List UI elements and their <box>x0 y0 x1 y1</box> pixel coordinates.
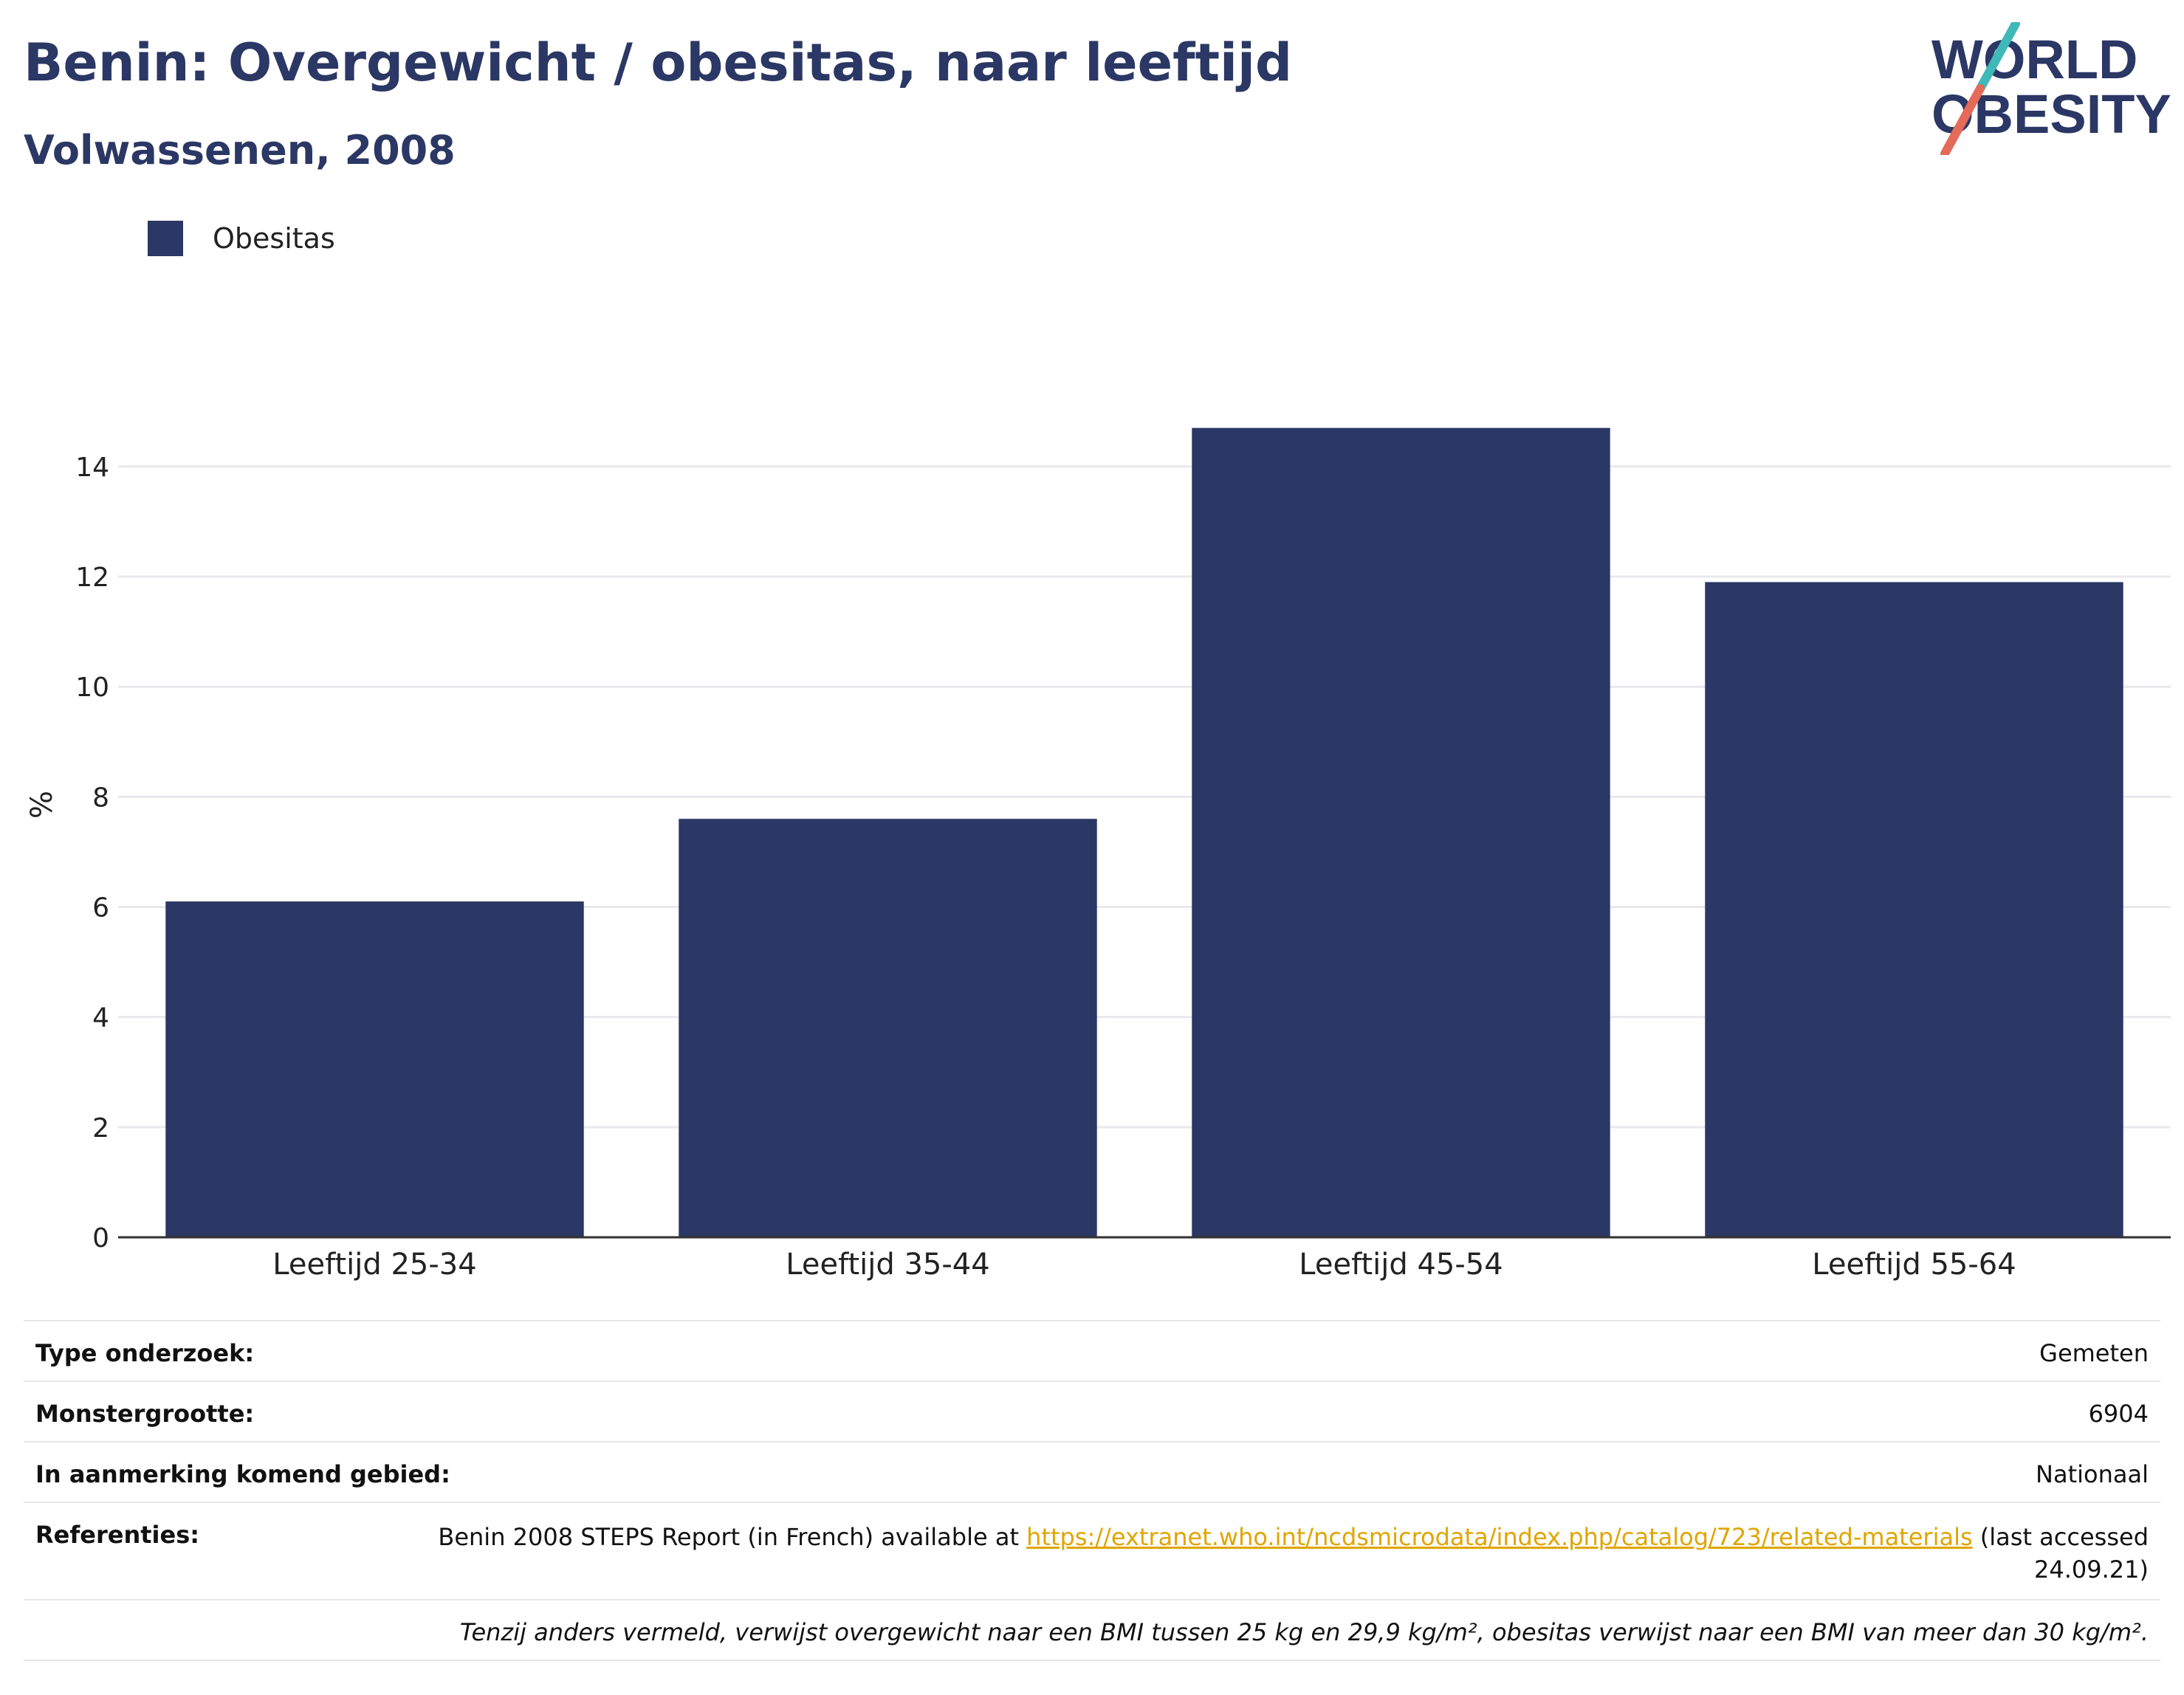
bar-2 <box>679 819 1097 1237</box>
x-tick-label: Leeftijd 55-64 <box>1812 1248 2016 1282</box>
references-link[interactable]: https://extranet.who.int/ncdsmicrodata/i… <box>1026 1523 1973 1551</box>
y-tick-label: 0 <box>92 1223 109 1254</box>
chart-title: Benin: Overgewicht / obesitas, naar leef… <box>24 32 1293 93</box>
info-row-references: Referenties: Benin 2008 STEPS Report (in… <box>24 1502 2160 1599</box>
survey-type-value: Gemeten <box>2039 1339 2149 1367</box>
info-table: Type onderzoek: Gemeten Monstergrootte: … <box>24 1320 2160 1661</box>
survey-type-label: Type onderzoek: <box>35 1339 255 1367</box>
y-tick-label: 12 <box>75 563 109 593</box>
bar-chart: 0 2 4 6 8 10 12 14% Leeftijd 25-34 Leeftijd 35-44… <box>25 427 2171 1282</box>
references-text-before: Benin 2008 STEPS Report (in French) avai… <box>438 1523 1027 1551</box>
world-obesity-logo: WORLD OBESITY <box>1931 22 2171 155</box>
chart-subtitle: Volwassenen, 2008 <box>24 127 456 173</box>
y-axis-label: % <box>25 791 59 819</box>
y-tick-label: 8 <box>92 783 109 813</box>
x-tick-label: Leeftijd 35-44 <box>786 1248 989 1282</box>
info-row-sample-size: Monstergrootte: 6904 <box>24 1381 2160 1441</box>
references-value: Benin 2008 STEPS Report (in French) avai… <box>199 1521 2149 1586</box>
info-row-note: Tenzij anders vermeld, verwijst overgewi… <box>24 1599 2160 1661</box>
references-label: Referenties: <box>35 1521 200 1549</box>
y-tick-label: 2 <box>92 1113 109 1144</box>
x-tick-label: Leeftijd 25-34 <box>272 1248 476 1282</box>
y-tick-label: 6 <box>92 893 109 924</box>
y-tick-label: 10 <box>75 673 109 703</box>
legend-label-obesitas: Obesitas <box>213 222 335 255</box>
x-tick-label: Leeftijd 45-54 <box>1299 1248 1503 1282</box>
area-value: Nationaal <box>2036 1460 2149 1488</box>
y-tick-label: 4 <box>92 1003 109 1034</box>
y-tick-label: 14 <box>75 453 109 483</box>
bmi-definition-note: Tenzij anders vermeld, verwijst overgewi… <box>459 1618 2149 1646</box>
references-text-after: (last accessed 24.09.21) <box>1972 1523 2149 1584</box>
area-label: In aanmerking komend gebied: <box>35 1460 450 1488</box>
bar-3 <box>1192 427 1610 1237</box>
bar-4 <box>1705 582 2123 1237</box>
info-row-survey-type: Type onderzoek: Gemeten <box>24 1320 2160 1381</box>
sample-size-value: 6904 <box>2088 1400 2149 1428</box>
bar-1 <box>165 901 584 1237</box>
logo-text-world: WORLD <box>1931 29 2138 90</box>
legend-swatch-obesitas <box>148 221 183 256</box>
logo-slash-top <box>1976 22 2020 93</box>
chart-legend: Obesitas <box>148 220 335 257</box>
info-row-area: In aanmerking komend gebied: Nationaal <box>24 1441 2160 1502</box>
sample-size-label: Monstergrootte: <box>35 1400 255 1428</box>
logo-slash-bottom <box>1940 84 1985 155</box>
